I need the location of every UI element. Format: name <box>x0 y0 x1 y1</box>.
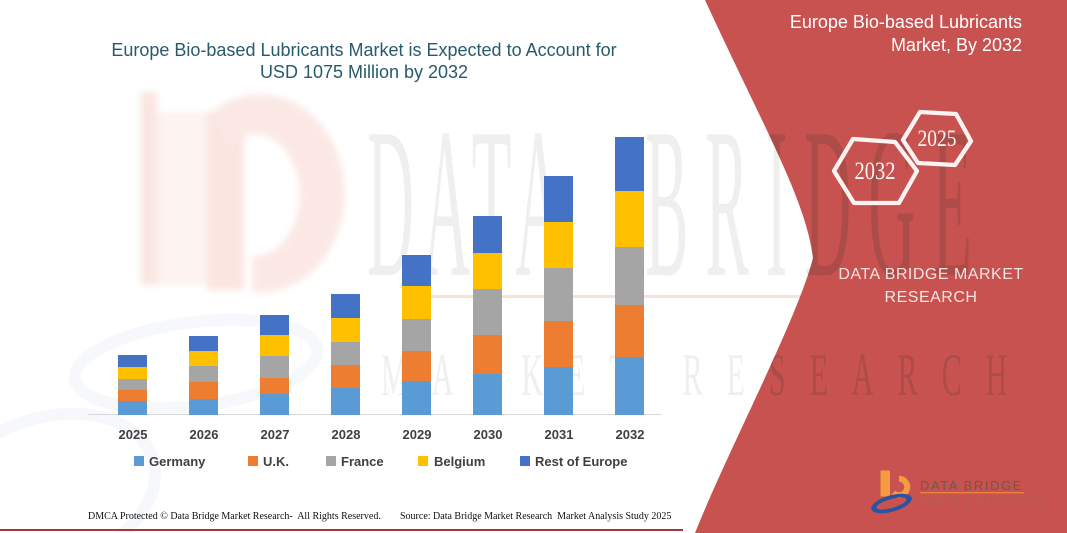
svg-text:2025: 2025 <box>918 126 957 151</box>
svg-text:MARKET RESEARCH: MARKET RESEARCH <box>920 497 1046 506</box>
svg-text:DATA: DATA <box>367 85 571 322</box>
svg-text:DATA BRIDGE: DATA BRIDGE <box>920 478 1023 493</box>
svg-text:2032: 2032 <box>855 158 896 185</box>
svg-text:BRIDGE: BRIDGE <box>645 85 989 322</box>
